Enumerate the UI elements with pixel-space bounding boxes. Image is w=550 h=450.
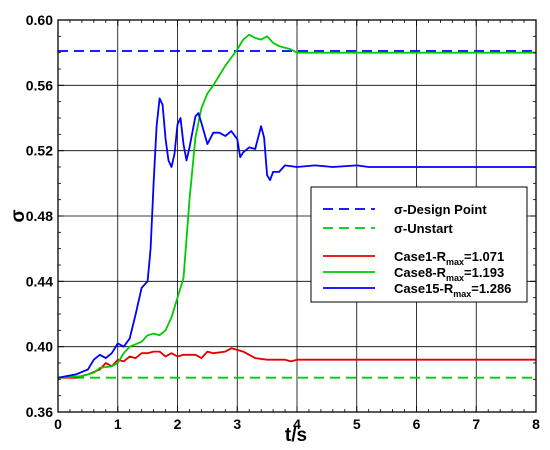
legend-label-value: =1.286 bbox=[471, 281, 511, 296]
x-tick-label: 5 bbox=[353, 416, 361, 432]
legend-label-name: Case15-R bbox=[394, 281, 454, 296]
x-tick-label: 0 bbox=[54, 416, 62, 432]
y-tick-labels: 0.36 0.40 0.44 0.48 0.52 0.56 0.60 bbox=[26, 12, 53, 420]
y-tick-label: 0.44 bbox=[26, 273, 53, 289]
series-line-5 bbox=[57, 97, 536, 379]
x-tick-label: 4 bbox=[293, 416, 301, 432]
legend-label-1: σ-Design Point bbox=[394, 202, 487, 217]
legend-label-name: σ-Design Point bbox=[394, 202, 487, 217]
legend-label-4: Case8-Rmax=1.193 bbox=[394, 265, 504, 283]
x-tick-label: 7 bbox=[472, 416, 480, 432]
legend: σ-Design Pointσ-UnstartCase1-Rmax=1.071C… bbox=[310, 186, 528, 303]
legend-label-5: Case15-Rmax=1.286 bbox=[394, 281, 511, 299]
x-axis-label: t/s bbox=[285, 425, 307, 446]
y-tick-label: 0.52 bbox=[26, 143, 53, 159]
y-tick-label: 0.60 bbox=[26, 12, 53, 28]
x-tick-label: 8 bbox=[532, 416, 540, 432]
legend-label-value: =1.193 bbox=[464, 265, 504, 280]
y-tick-label: 0.48 bbox=[26, 208, 53, 224]
x-tick-label: 6 bbox=[413, 416, 421, 432]
legend-label-subscript: max bbox=[453, 289, 471, 299]
legend-label-2: σ-Unstart bbox=[394, 221, 453, 236]
y-axis-label: σ bbox=[8, 210, 29, 223]
x-tick-label: 2 bbox=[174, 416, 182, 432]
series-layer bbox=[57, 33, 536, 379]
legend-label-name: Case8-R bbox=[394, 265, 447, 280]
series-line-3 bbox=[58, 347, 536, 379]
legend-label-value: =1.071 bbox=[464, 249, 504, 264]
legend-label-subscript: max bbox=[446, 273, 464, 283]
legend-box bbox=[310, 186, 528, 303]
x-tick-labels: 0 1 2 3 4 5 6 7 8 bbox=[54, 416, 540, 432]
axis-ticks bbox=[57, 19, 537, 413]
x-tick-label: 3 bbox=[233, 416, 241, 432]
y-tick-label: 0.56 bbox=[26, 77, 53, 93]
legend-label-name: Case1-R bbox=[394, 249, 447, 264]
legend-label-3: Case1-Rmax=1.071 bbox=[394, 249, 504, 267]
x-tick-label: 1 bbox=[114, 416, 122, 432]
legend-label-name: σ-Unstart bbox=[394, 221, 453, 236]
y-tick-label: 0.40 bbox=[26, 339, 53, 355]
y-tick-label: 0.36 bbox=[26, 404, 53, 420]
legend-label-subscript: max bbox=[446, 257, 464, 267]
series-line-4 bbox=[57, 33, 536, 379]
